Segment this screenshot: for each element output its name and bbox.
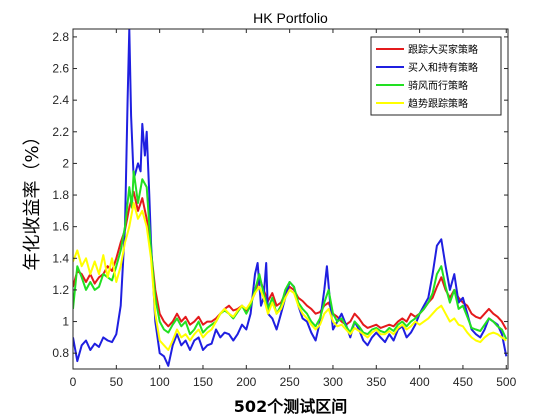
x-tick-label: 150: [193, 375, 213, 389]
series-line-4: [73, 202, 507, 351]
legend-label: 骑风而行策略: [408, 79, 468, 92]
chart-title: HK Portfolio: [253, 10, 328, 26]
y-tick-label: 1.8: [52, 188, 69, 202]
legend-label: 跟踪大买家策略: [408, 43, 478, 56]
y-axis-label: 年化收益率（%）: [22, 127, 43, 270]
y-tick-label: 2: [62, 156, 69, 170]
x-axis-label: 502个测试区间: [234, 397, 347, 416]
y-tick-label: 2.4: [52, 93, 69, 107]
x-tick-label: 0: [70, 375, 77, 389]
x-tick-label: 400: [410, 375, 430, 389]
series-line-3: [73, 170, 508, 340]
x-tick-label: 250: [280, 375, 300, 389]
x-tick-label: 300: [323, 375, 343, 389]
x-tick-label: 100: [150, 375, 170, 389]
y-tick-label: 1: [62, 315, 69, 329]
legend-label: 趋势跟踪策略: [408, 97, 468, 110]
x-tick-label: 500: [496, 375, 516, 389]
x-axis: 0 50 100 150 200 250 300 350 400 450 500: [70, 29, 517, 389]
y-tick-label: 1.4: [52, 251, 69, 265]
series-line-2: [73, 29, 508, 367]
legend-label: 买入和持有策略: [408, 61, 478, 74]
x-tick-label: 50: [110, 375, 124, 389]
x-tick-label: 350: [366, 375, 386, 389]
y-tick-label: 2.6: [52, 62, 69, 76]
y-tick-label: 1.6: [52, 220, 69, 234]
series-line-1: [73, 190, 508, 330]
y-tick-label: 0.8: [52, 346, 69, 360]
x-tick-label: 200: [236, 375, 256, 389]
axes-frame: [72, 28, 509, 370]
y-tick-label: 2.8: [52, 30, 69, 44]
x-tick-label: 450: [453, 375, 473, 389]
y-tick-label: 2.2: [52, 125, 69, 139]
series-layer: [73, 29, 508, 367]
y-tick-label: 1.2: [52, 283, 69, 297]
y-axis: 0.8 1 1.2 1.4 1.6 1.8 2 2.2 2.4 2.6 2.8: [52, 30, 508, 360]
